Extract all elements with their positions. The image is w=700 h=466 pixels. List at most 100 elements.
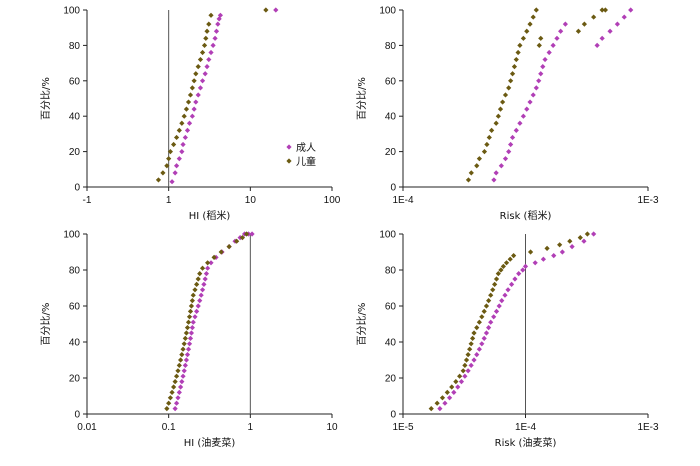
data-point bbox=[495, 271, 501, 277]
data-point bbox=[508, 141, 514, 148]
data-point bbox=[458, 379, 465, 385]
data-point bbox=[493, 170, 499, 176]
data-point bbox=[210, 42, 216, 48]
data-point bbox=[575, 28, 582, 34]
data-point bbox=[493, 120, 499, 126]
data-point bbox=[468, 170, 474, 176]
y-tick-label: 60 bbox=[385, 76, 397, 87]
data-point bbox=[492, 281, 498, 287]
data-point bbox=[524, 106, 530, 112]
data-point bbox=[208, 12, 214, 18]
data-point bbox=[186, 314, 193, 320]
data-point bbox=[166, 156, 172, 162]
series-adult bbox=[437, 231, 597, 412]
data-point bbox=[544, 245, 550, 251]
data-point bbox=[497, 106, 504, 112]
y-axis-title: 百分比/% bbox=[40, 303, 52, 346]
data-point bbox=[182, 362, 188, 368]
data-point bbox=[520, 35, 526, 41]
y-tick-label: 0 bbox=[74, 410, 80, 421]
data-point bbox=[194, 308, 200, 314]
data-point bbox=[530, 92, 536, 98]
data-point bbox=[164, 406, 170, 412]
data-point bbox=[201, 42, 208, 48]
data-point bbox=[206, 56, 212, 63]
data-point bbox=[199, 265, 206, 271]
data-point bbox=[186, 341, 193, 347]
data-point bbox=[602, 7, 608, 13]
data-point bbox=[263, 7, 269, 13]
data-point bbox=[538, 71, 544, 77]
data-point bbox=[476, 346, 482, 352]
data-point bbox=[179, 379, 185, 385]
data-point bbox=[451, 389, 457, 395]
data-point bbox=[467, 346, 473, 352]
x-tick-label: 1E-3 bbox=[637, 422, 659, 433]
y-tick-label: 100 bbox=[379, 6, 396, 17]
data-point bbox=[176, 127, 182, 133]
data-point bbox=[517, 120, 523, 126]
data-point bbox=[173, 400, 180, 406]
data-point bbox=[190, 292, 196, 298]
data-point bbox=[614, 21, 620, 27]
data-point bbox=[201, 281, 207, 287]
data-point bbox=[607, 28, 613, 34]
data-point bbox=[465, 368, 471, 374]
data-point bbox=[471, 330, 477, 336]
data-point bbox=[185, 346, 192, 352]
data-point bbox=[500, 99, 506, 105]
data-point bbox=[187, 335, 194, 341]
data-point bbox=[532, 260, 538, 266]
data-point bbox=[542, 56, 548, 63]
data-point bbox=[524, 28, 530, 34]
data-point bbox=[173, 134, 180, 141]
data-point bbox=[175, 395, 181, 401]
data-point bbox=[273, 7, 279, 13]
x-tick-label: 1 bbox=[248, 422, 254, 433]
data-point bbox=[181, 368, 187, 374]
data-point bbox=[179, 149, 185, 155]
data-point bbox=[562, 21, 568, 27]
data-point bbox=[446, 395, 453, 401]
data-point bbox=[474, 163, 480, 169]
series-child bbox=[164, 231, 250, 412]
chart-panel-4: 1E-5 1E-4 1E-3 0 20 40 60 80 100 Risk (油麦菜) 百分比/% bbox=[356, 230, 659, 450]
data-point bbox=[204, 28, 210, 34]
data-point bbox=[513, 56, 519, 63]
data-point bbox=[453, 379, 459, 385]
data-point bbox=[506, 85, 512, 91]
data-point bbox=[434, 400, 440, 406]
data-point bbox=[584, 231, 590, 237]
data-point bbox=[184, 352, 191, 358]
data-point bbox=[217, 12, 223, 18]
data-point bbox=[428, 406, 434, 412]
y-tick-label: 100 bbox=[379, 230, 396, 241]
y-tick-label: 20 bbox=[385, 374, 397, 385]
data-point bbox=[474, 352, 480, 358]
data-point bbox=[479, 314, 485, 320]
data-point bbox=[197, 56, 204, 63]
data-point bbox=[166, 400, 172, 406]
data-point bbox=[506, 149, 512, 155]
chart-panel-2: 1E-4 1E-3 0 20 40 60 80 100 Risk (稻米) 百分比/% bbox=[356, 6, 659, 223]
y-axis-title: 百分比/% bbox=[40, 77, 52, 120]
data-point bbox=[172, 379, 178, 385]
data-point bbox=[486, 298, 492, 304]
data-point bbox=[205, 265, 211, 271]
data-point bbox=[503, 260, 510, 266]
data-point bbox=[172, 170, 178, 176]
data-point bbox=[530, 14, 536, 20]
data-point bbox=[508, 78, 514, 84]
data-point bbox=[599, 7, 605, 13]
data-point bbox=[508, 281, 515, 287]
data-point bbox=[474, 325, 480, 331]
data-point bbox=[249, 231, 255, 237]
data-point bbox=[437, 406, 443, 412]
data-point bbox=[511, 64, 518, 70]
data-point bbox=[191, 78, 197, 84]
x-tick-label: 1E-3 bbox=[637, 195, 659, 206]
data-point bbox=[509, 134, 516, 141]
data-point bbox=[502, 92, 509, 98]
